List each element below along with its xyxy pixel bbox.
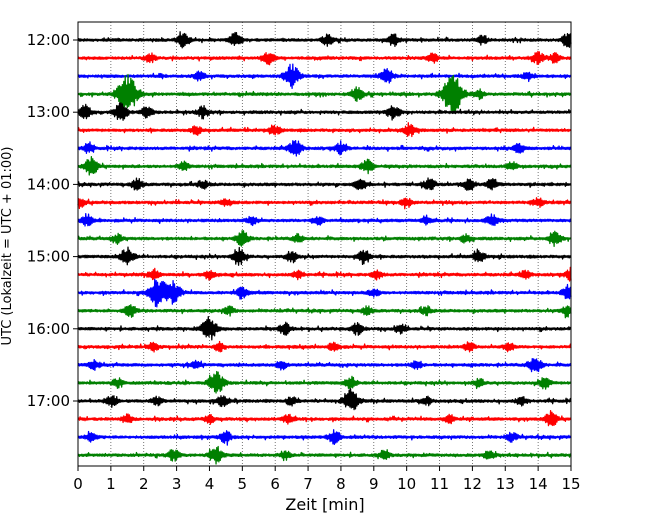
x-tick-label: 4 — [205, 475, 215, 493]
seismic-trace — [77, 266, 572, 282]
x-tick-label: 2 — [139, 475, 149, 493]
seismic-trace — [77, 370, 572, 394]
seismic-trace — [77, 445, 572, 465]
x-tick-label: 7 — [303, 475, 313, 493]
x-axis-label: Zeit [min] — [285, 495, 364, 514]
seismic-trace — [77, 278, 572, 308]
y-axis-label: UTC (Lokalzeit = UTC + 01:00) — [0, 147, 15, 346]
seismic-trace — [77, 388, 572, 411]
seismic-trace — [77, 212, 572, 227]
seismic-trace — [77, 122, 572, 138]
x-tick-label: 5 — [238, 475, 248, 493]
y-tick-label: 12:00 — [27, 31, 70, 49]
x-tick-label: 14 — [529, 475, 548, 493]
x-tick-label: 8 — [336, 475, 346, 493]
seismic-traces — [77, 31, 572, 465]
seismic-trace — [77, 429, 572, 446]
y-tick-label: 17:00 — [27, 392, 70, 410]
seismic-trace — [77, 357, 572, 373]
grid-lines — [110, 22, 539, 466]
seismic-trace — [77, 304, 572, 319]
seismic-trace — [77, 50, 572, 66]
y-tick-label: 15:00 — [27, 248, 70, 266]
seismic-trace — [77, 63, 572, 90]
x-tick-label: 6 — [270, 475, 280, 493]
x-tick-label: 12 — [463, 475, 482, 493]
x-tick-label: 1 — [106, 475, 116, 493]
x-tick-label: 10 — [397, 475, 416, 493]
y-tick-label: 13:00 — [27, 103, 70, 121]
x-tick-label: 13 — [496, 475, 515, 493]
seismic-trace — [77, 340, 572, 353]
x-tick-label: 15 — [561, 475, 580, 493]
x-tick-label: 0 — [73, 475, 83, 493]
seismic-trace — [77, 140, 572, 157]
seismic-trace — [77, 177, 572, 191]
seismic-trace — [77, 155, 572, 176]
seismic-trace — [77, 409, 572, 427]
y-tick-label: 14:00 — [27, 175, 70, 193]
seismic-trace — [77, 315, 572, 341]
seismic-trace — [77, 197, 572, 210]
y-axis: 12:00 13:00 14:00 15:00 16:00 17:00 — [27, 31, 78, 410]
seismic-trace — [77, 102, 572, 121]
seismic-trace — [77, 230, 572, 248]
y-tick-label: 16:00 — [27, 320, 70, 338]
x-axis: 0 1 2 3 4 5 6 7 8 9 10 11 12 13 14 15 — [73, 466, 581, 493]
plot-frame — [77, 21, 572, 467]
seismic-trace — [77, 246, 572, 266]
seismic-trace — [77, 73, 572, 114]
x-tick-label: 11 — [430, 475, 449, 493]
x-tick-label: 3 — [172, 475, 182, 493]
x-tick-label: 9 — [369, 475, 379, 493]
seismic-trace — [77, 31, 572, 49]
